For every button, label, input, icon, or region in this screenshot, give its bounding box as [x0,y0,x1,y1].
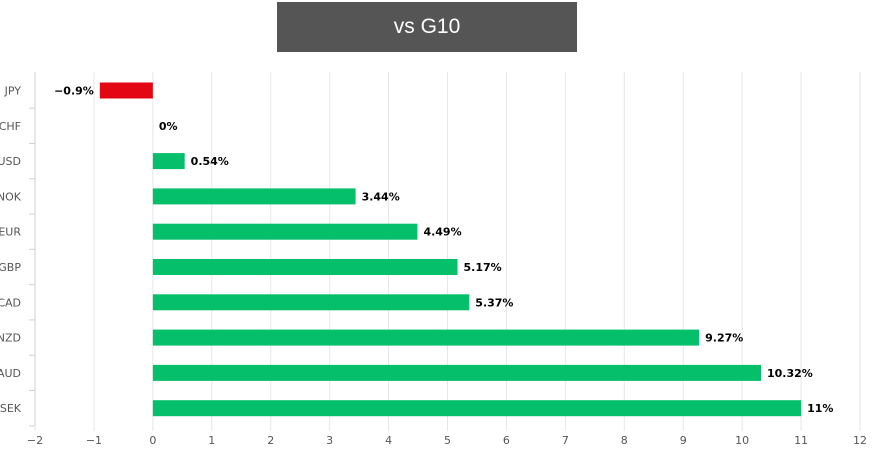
data-label: 5.17% [464,261,502,274]
bar [152,329,700,346]
x-tick-label: 7 [562,434,569,447]
category-label: NZD [0,332,21,345]
x-tick-label: 0 [149,434,156,447]
x-tick-label: 4 [385,434,392,447]
x-tick-label: 12 [853,434,867,447]
data-label: 3.44% [362,190,400,203]
category-label: NOK [0,190,22,203]
bar [152,400,802,417]
x-tick-label: 6 [503,434,510,447]
data-label: 0% [159,120,178,133]
bar [152,294,470,311]
data-label: −0.9% [54,85,94,98]
category-label: EUR [0,226,21,239]
chart-title: vs G10 [277,2,577,52]
bar [152,188,356,205]
category-label: GBP [0,261,21,274]
data-label: 4.49% [423,226,461,239]
data-label: 10.32% [767,367,813,380]
category-label: SEK [0,402,22,415]
x-tick-label: 10 [735,434,749,447]
x-tick-label: 5 [444,434,451,447]
category-label: AUD [0,367,21,380]
category-label: USD [0,155,21,168]
x-tick-label: −2 [27,434,43,447]
bar [152,223,418,240]
bar [152,364,761,381]
x-tick-label: 9 [680,434,687,447]
bar [152,153,185,170]
x-tick-label: 11 [794,434,808,447]
data-label: 0.54% [191,155,229,168]
category-label: CAD [0,296,21,309]
x-tick-label: 8 [621,434,628,447]
x-tick-label: 1 [208,434,215,447]
data-label: 5.37% [475,296,513,309]
data-label: 11% [807,402,833,415]
category-label: CHF [0,120,21,133]
bar [152,259,458,275]
x-tick-label: 2 [267,434,274,447]
category-label: JPY [4,85,22,98]
bar [99,82,153,99]
x-tick-label: −1 [86,434,102,447]
x-tick-label: 3 [326,434,333,447]
data-label: 9.27% [705,332,743,345]
